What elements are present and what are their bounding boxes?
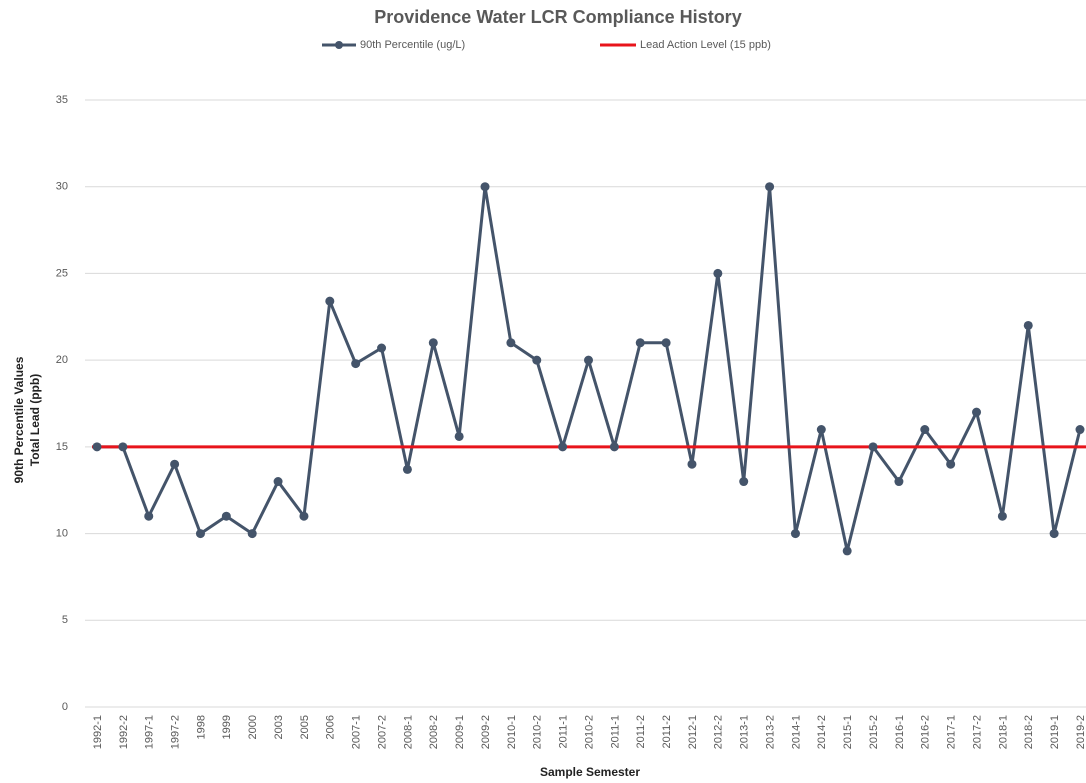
x-tick-label: 2011-1 bbox=[558, 715, 570, 748]
x-tick-label: 2008-1 bbox=[402, 715, 414, 749]
data-point bbox=[144, 511, 154, 521]
x-tick-label: 2018-1 bbox=[997, 715, 1009, 749]
x-tick-label: 2015-2 bbox=[868, 715, 880, 749]
x-tick-label: 1997-2 bbox=[170, 715, 182, 749]
x-tick-label: 2007-1 bbox=[351, 715, 363, 749]
x-tick-label: 2009-1 bbox=[454, 715, 466, 749]
data-point bbox=[92, 442, 102, 452]
data-point bbox=[894, 477, 904, 487]
y-tick-label: 5 bbox=[62, 614, 68, 626]
x-tick-label: 2011-2 bbox=[635, 715, 647, 748]
data-point bbox=[609, 442, 619, 452]
data-point bbox=[816, 425, 826, 435]
y-axis-title: 90th Percentile Values bbox=[12, 356, 26, 483]
data-point bbox=[739, 477, 749, 487]
data-point bbox=[635, 338, 645, 348]
x-tick-label: 1992-2 bbox=[118, 715, 130, 749]
x-tick-label: 2011-2 bbox=[661, 715, 673, 748]
x-tick-label: 2011-1 bbox=[609, 715, 621, 748]
legend-label: Lead Action Level (15 ppb) bbox=[640, 39, 771, 51]
x-tick-label: 2003 bbox=[273, 715, 285, 739]
x-tick-label: 2010-2 bbox=[532, 715, 544, 749]
x-tick-label: 2019-2 bbox=[1075, 715, 1086, 749]
data-point bbox=[584, 355, 593, 365]
data-point bbox=[687, 459, 697, 469]
x-tick-label: 2010-1 bbox=[506, 715, 518, 749]
x-tick-label: 2014-2 bbox=[816, 715, 828, 749]
x-tick-label: 2009-2 bbox=[480, 715, 492, 749]
x-tick-label: 2008-2 bbox=[428, 715, 440, 749]
data-point bbox=[1049, 529, 1059, 539]
data-point bbox=[842, 546, 852, 556]
x-tick-label: 2012-1 bbox=[687, 715, 699, 749]
data-point bbox=[946, 459, 956, 469]
x-tick-label: 2014-1 bbox=[790, 715, 802, 749]
data-point bbox=[790, 529, 800, 539]
y-axis-title: Total Lead (ppb) bbox=[28, 374, 42, 466]
data-point bbox=[1023, 320, 1033, 330]
data-point bbox=[195, 529, 205, 539]
x-tick-label: 1999 bbox=[221, 715, 233, 739]
x-tick-label: 2013-1 bbox=[739, 715, 751, 749]
data-point bbox=[428, 338, 438, 348]
x-tick-label: 2012-2 bbox=[713, 715, 725, 749]
x-tick-label: 2016-2 bbox=[920, 715, 932, 749]
chart-title: Providence Water LCR Compliance History bbox=[374, 7, 741, 27]
data-point bbox=[868, 442, 878, 452]
x-tick-label: 2010-2 bbox=[583, 715, 595, 749]
data-point bbox=[765, 182, 775, 192]
series-line bbox=[97, 185, 1082, 553]
data-point bbox=[506, 338, 516, 348]
y-tick-label: 25 bbox=[56, 267, 68, 279]
data-point bbox=[247, 529, 257, 539]
data-point bbox=[221, 511, 231, 521]
data-point bbox=[170, 459, 180, 469]
x-axis-title: Sample Semester bbox=[540, 765, 640, 779]
data-point bbox=[377, 343, 387, 353]
data-point bbox=[532, 355, 542, 365]
x-tick-label: 2007-2 bbox=[376, 715, 388, 749]
data-point bbox=[454, 431, 464, 441]
x-tick-label: 2005 bbox=[299, 715, 311, 739]
x-tick-label: 2016-1 bbox=[894, 715, 906, 749]
data-point bbox=[273, 477, 283, 487]
data-point bbox=[299, 511, 309, 521]
data-point bbox=[997, 511, 1007, 521]
data-point bbox=[713, 268, 723, 278]
x-tick-label: 2006 bbox=[325, 715, 337, 739]
legend-swatch bbox=[335, 41, 343, 49]
data-point bbox=[1075, 425, 1085, 435]
x-tick-label: 2018-2 bbox=[1023, 715, 1035, 749]
data-point bbox=[920, 425, 930, 435]
x-tick-label: 2017-1 bbox=[946, 715, 958, 749]
x-tick-label: 2000 bbox=[247, 715, 259, 739]
y-tick-label: 20 bbox=[56, 354, 68, 366]
data-point bbox=[558, 442, 568, 452]
data-point bbox=[351, 359, 361, 369]
x-tick-label: 2015-1 bbox=[842, 715, 854, 749]
data-point bbox=[325, 296, 335, 306]
x-tick-label: 2013-2 bbox=[764, 715, 776, 749]
x-tick-label: 2017-2 bbox=[971, 715, 983, 749]
legend-label: 90th Percentile (ug/L) bbox=[360, 39, 465, 51]
data-point bbox=[402, 464, 412, 474]
data-point bbox=[480, 182, 490, 192]
y-tick-label: 35 bbox=[56, 94, 68, 106]
data-point bbox=[972, 407, 982, 417]
y-tick-label: 30 bbox=[56, 181, 68, 193]
x-tick-label: 1998 bbox=[195, 715, 207, 739]
y-tick-label: 15 bbox=[56, 441, 68, 453]
data-point bbox=[661, 338, 671, 348]
x-tick-label: 1997-1 bbox=[144, 715, 156, 749]
data-point bbox=[118, 442, 128, 452]
x-tick-label: 2019-1 bbox=[1049, 715, 1061, 749]
y-tick-label: 0 bbox=[62, 701, 68, 713]
y-tick-label: 10 bbox=[56, 527, 68, 539]
x-tick-label: 1992-1 bbox=[92, 715, 104, 749]
